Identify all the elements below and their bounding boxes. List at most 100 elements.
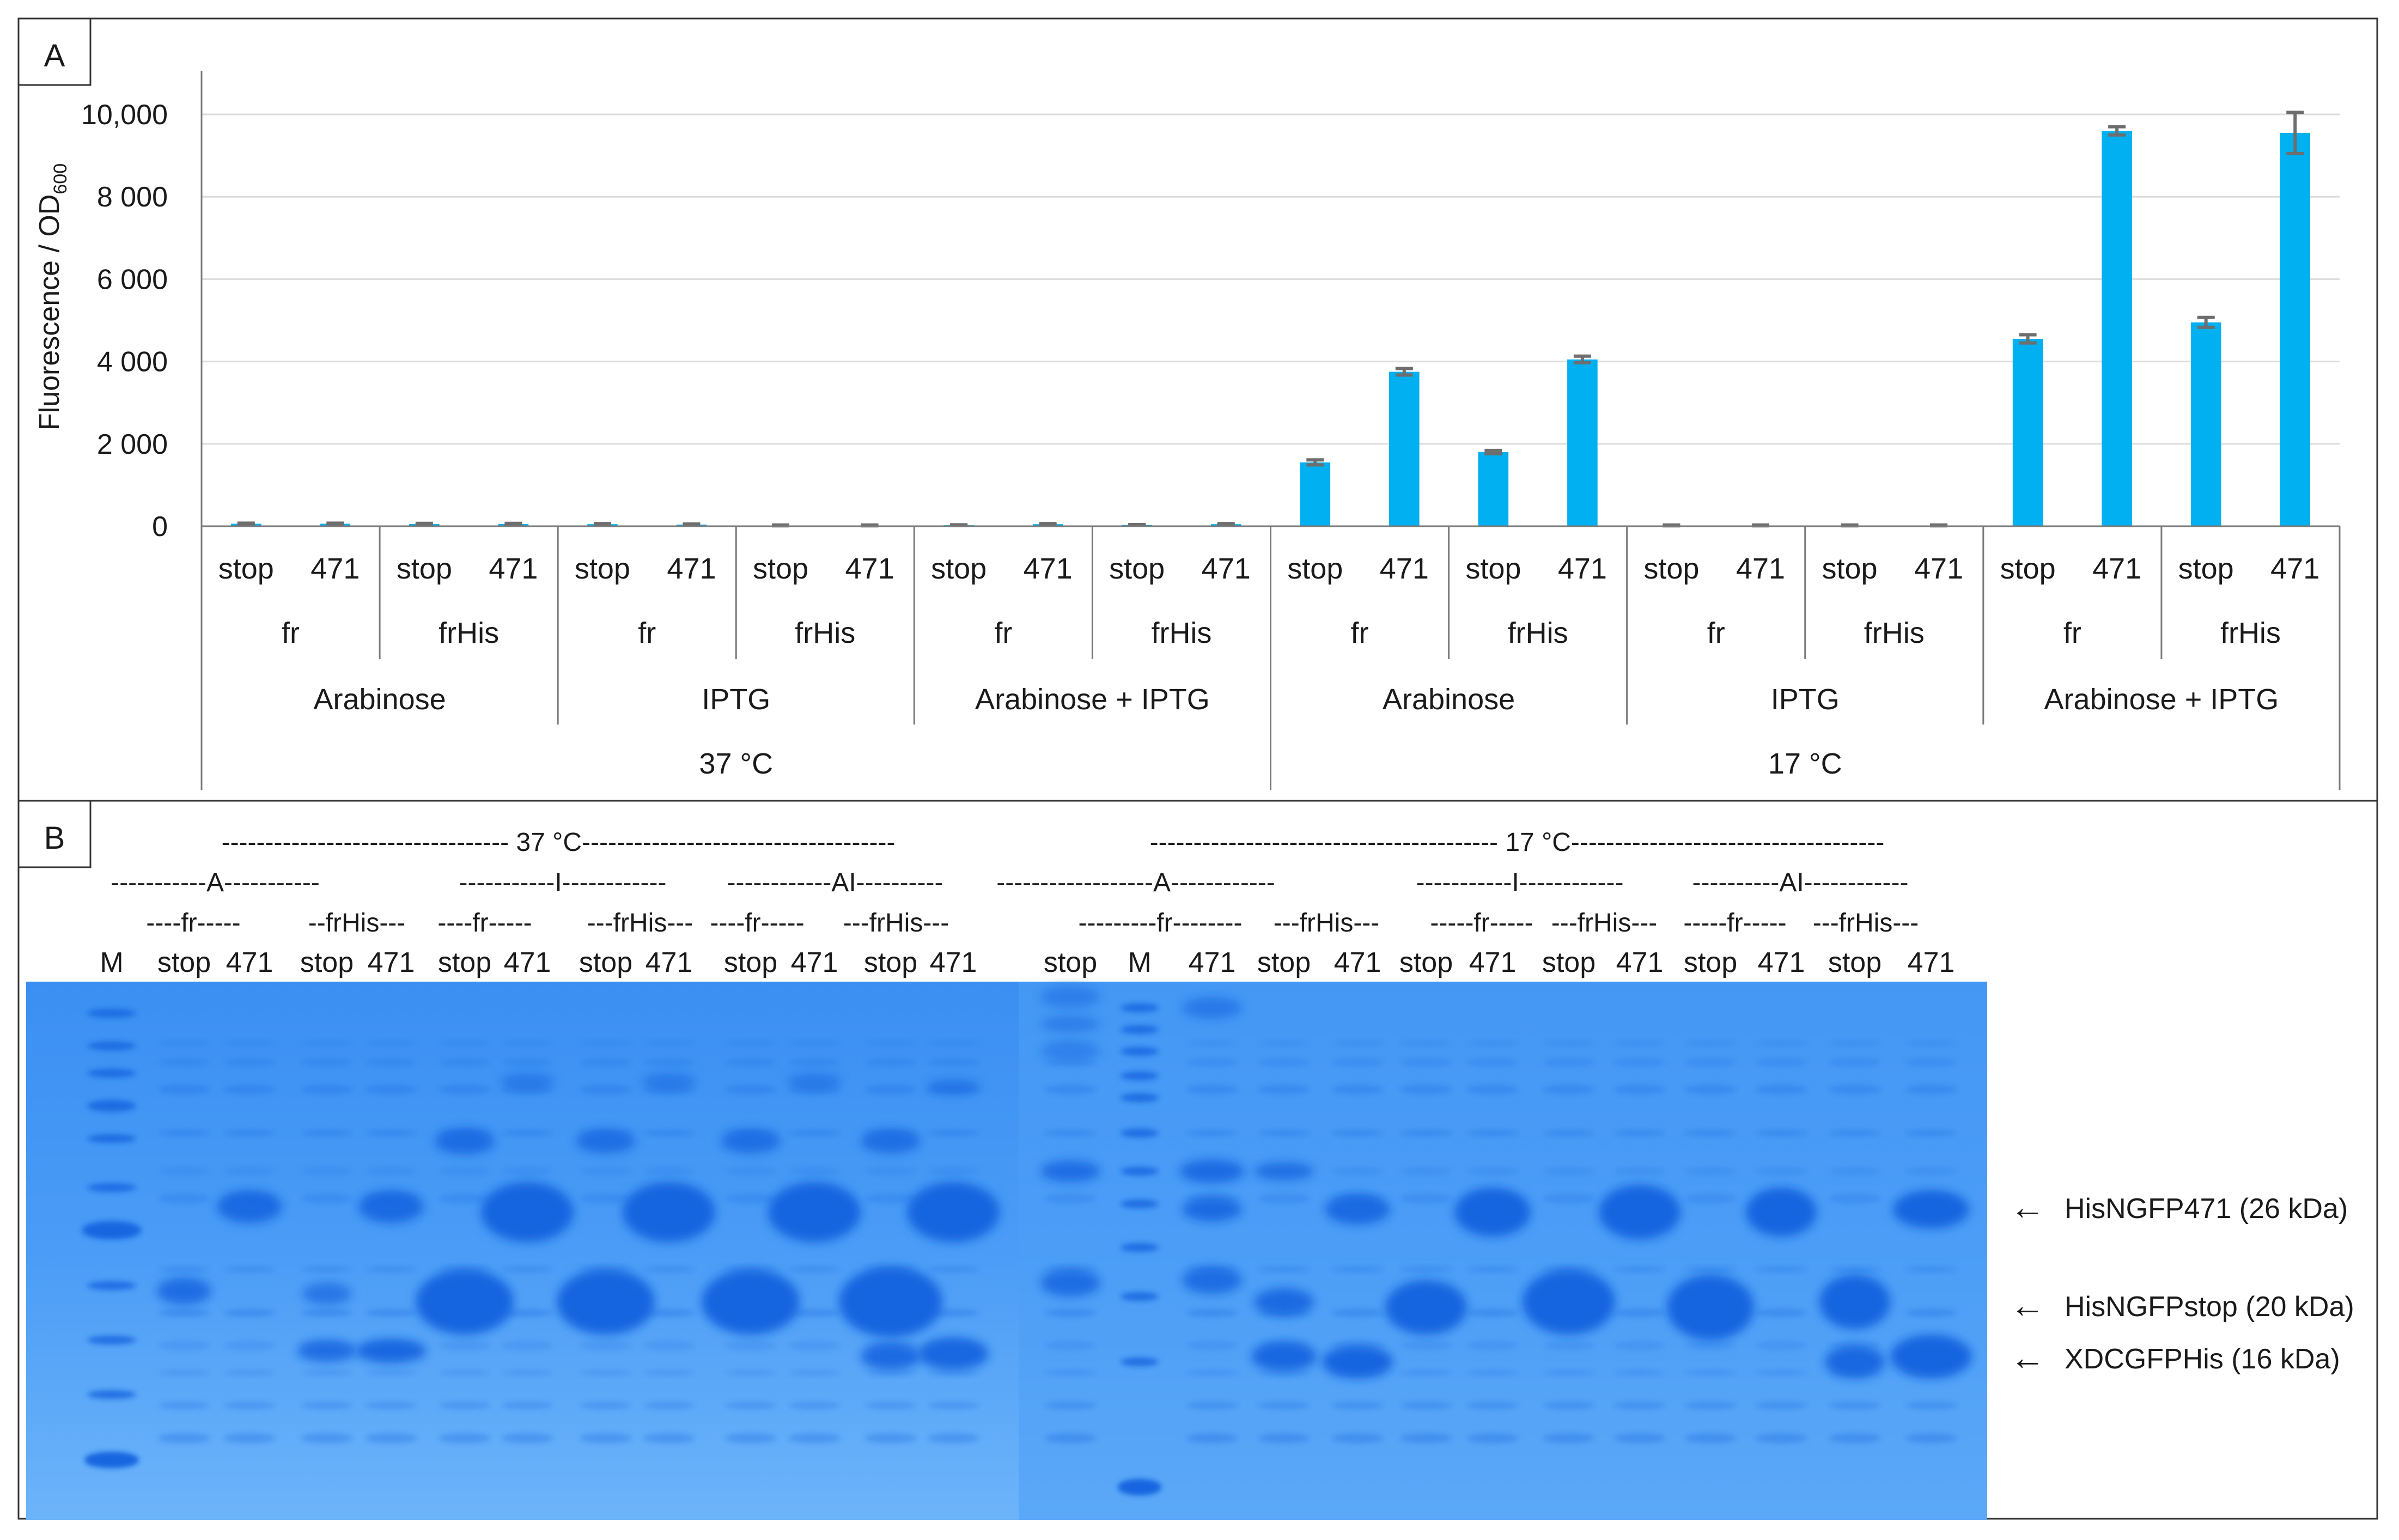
background-band <box>1829 1402 1881 1409</box>
y-tick-label: 10,000 <box>81 99 168 131</box>
background-band <box>1331 1402 1384 1409</box>
protein-band <box>1040 1043 1100 1060</box>
gel-lane-label: 471 <box>1758 947 1805 978</box>
background-band <box>158 1402 210 1409</box>
x-tick-label: 471 <box>310 552 360 585</box>
background-band <box>439 1085 491 1094</box>
background-band <box>643 1040 695 1046</box>
gel-header-item: ---frHis--- <box>1813 909 1919 938</box>
background-band <box>158 1341 210 1350</box>
background-band <box>1543 1370 1595 1375</box>
protein-band <box>1819 1275 1890 1329</box>
background-band <box>864 1194 917 1203</box>
x-tick-label: stop <box>397 552 452 585</box>
background-band <box>1684 1058 1737 1066</box>
background-band <box>1400 1194 1452 1203</box>
background-band <box>580 1167 632 1175</box>
background-band <box>1829 1058 1881 1066</box>
background-band <box>1755 1085 1807 1094</box>
gel-lane-label: 471 <box>226 947 273 978</box>
protein-band <box>642 1074 696 1089</box>
marker-band <box>87 1100 136 1112</box>
background-band <box>158 1130 210 1136</box>
background-band <box>501 1370 553 1375</box>
background-band <box>1331 1085 1384 1094</box>
background-band <box>1684 1167 1737 1175</box>
background-band <box>1466 1040 1519 1046</box>
background-band <box>1543 1085 1595 1094</box>
protein-band <box>702 1269 800 1335</box>
background-band <box>864 1058 917 1066</box>
background-band <box>1400 1085 1452 1094</box>
background-band <box>724 1370 777 1375</box>
background-band <box>501 1130 553 1136</box>
protein-band <box>1040 1269 1100 1296</box>
background-band <box>1829 1130 1881 1136</box>
x-tick-label: stop <box>575 552 630 585</box>
background-band <box>365 1040 417 1046</box>
background-band <box>223 1341 276 1350</box>
background-band <box>1829 1267 1881 1272</box>
protein-band <box>861 1343 921 1370</box>
background-band <box>724 1402 777 1409</box>
error-bar <box>415 521 433 526</box>
gel-lane-label: stop <box>438 947 491 978</box>
protein-band <box>1322 1346 1393 1378</box>
band-annotations: ← HisNGFP471 (26 kDa) ← HisNGFPstop (20 kDa… <box>2010 1188 2354 1377</box>
background-band <box>1543 1341 1595 1350</box>
bar <box>2280 133 2311 526</box>
x-tick-label: 471 <box>845 552 894 585</box>
error-bar <box>1039 522 1057 527</box>
background-band <box>1258 1402 1310 1409</box>
background-band <box>1829 1433 1881 1443</box>
background-band <box>580 1058 632 1066</box>
background-band <box>158 1085 210 1094</box>
background-band <box>365 1267 417 1272</box>
protein-band <box>481 1182 574 1242</box>
background-band <box>1613 1167 1666 1175</box>
background-band <box>1186 1402 1238 1409</box>
background-band <box>1829 1040 1881 1046</box>
error-bar <box>1484 448 1502 455</box>
background-band <box>643 1433 695 1443</box>
background-band <box>927 1433 979 1443</box>
marker-band <box>1121 1292 1159 1301</box>
marker-band <box>1121 1025 1159 1034</box>
background-band <box>724 1040 777 1046</box>
construct-label: frHis <box>2220 617 2281 649</box>
background-band <box>1466 1085 1519 1094</box>
background-band <box>1400 1130 1452 1136</box>
gel-header-item: -----------I------------ <box>1416 868 1624 897</box>
background-band <box>439 1433 491 1443</box>
protein-band <box>302 1283 351 1305</box>
background-band <box>1186 1040 1238 1046</box>
protein-band <box>157 1277 211 1305</box>
marker-band <box>1121 1200 1159 1208</box>
arrow-icon: ← <box>2010 1286 2045 1325</box>
bar <box>1478 452 1509 526</box>
protein-band <box>1825 1346 1885 1378</box>
protein-band <box>1179 1159 1245 1183</box>
background-band <box>1331 1130 1384 1136</box>
protein-band <box>500 1074 555 1089</box>
background-band <box>223 1167 276 1175</box>
gel-header-item: ---frHis--- <box>1274 909 1380 938</box>
gel-lane-label: 471 <box>1189 947 1236 978</box>
marker-band <box>87 1281 136 1290</box>
construct-label: frHis <box>439 617 499 649</box>
background-band <box>501 1167 553 1175</box>
background-band <box>643 1341 695 1350</box>
protein-band <box>926 1079 981 1094</box>
marker-band <box>1118 1479 1161 1495</box>
background-band <box>1186 1058 1238 1066</box>
protein-band <box>1182 997 1242 1019</box>
background-band <box>158 1433 210 1443</box>
marker-band <box>1121 1243 1159 1252</box>
axes <box>200 71 2341 790</box>
gel-lane-label: 471 <box>1908 947 1955 978</box>
background-band <box>365 1309 417 1317</box>
x-tick-label: stop <box>931 552 987 585</box>
background-band <box>158 1040 210 1046</box>
gel-header-item: ------------------A------------ <box>996 868 1275 897</box>
y-axis-title-main: Fluorescence / OD <box>34 194 65 431</box>
